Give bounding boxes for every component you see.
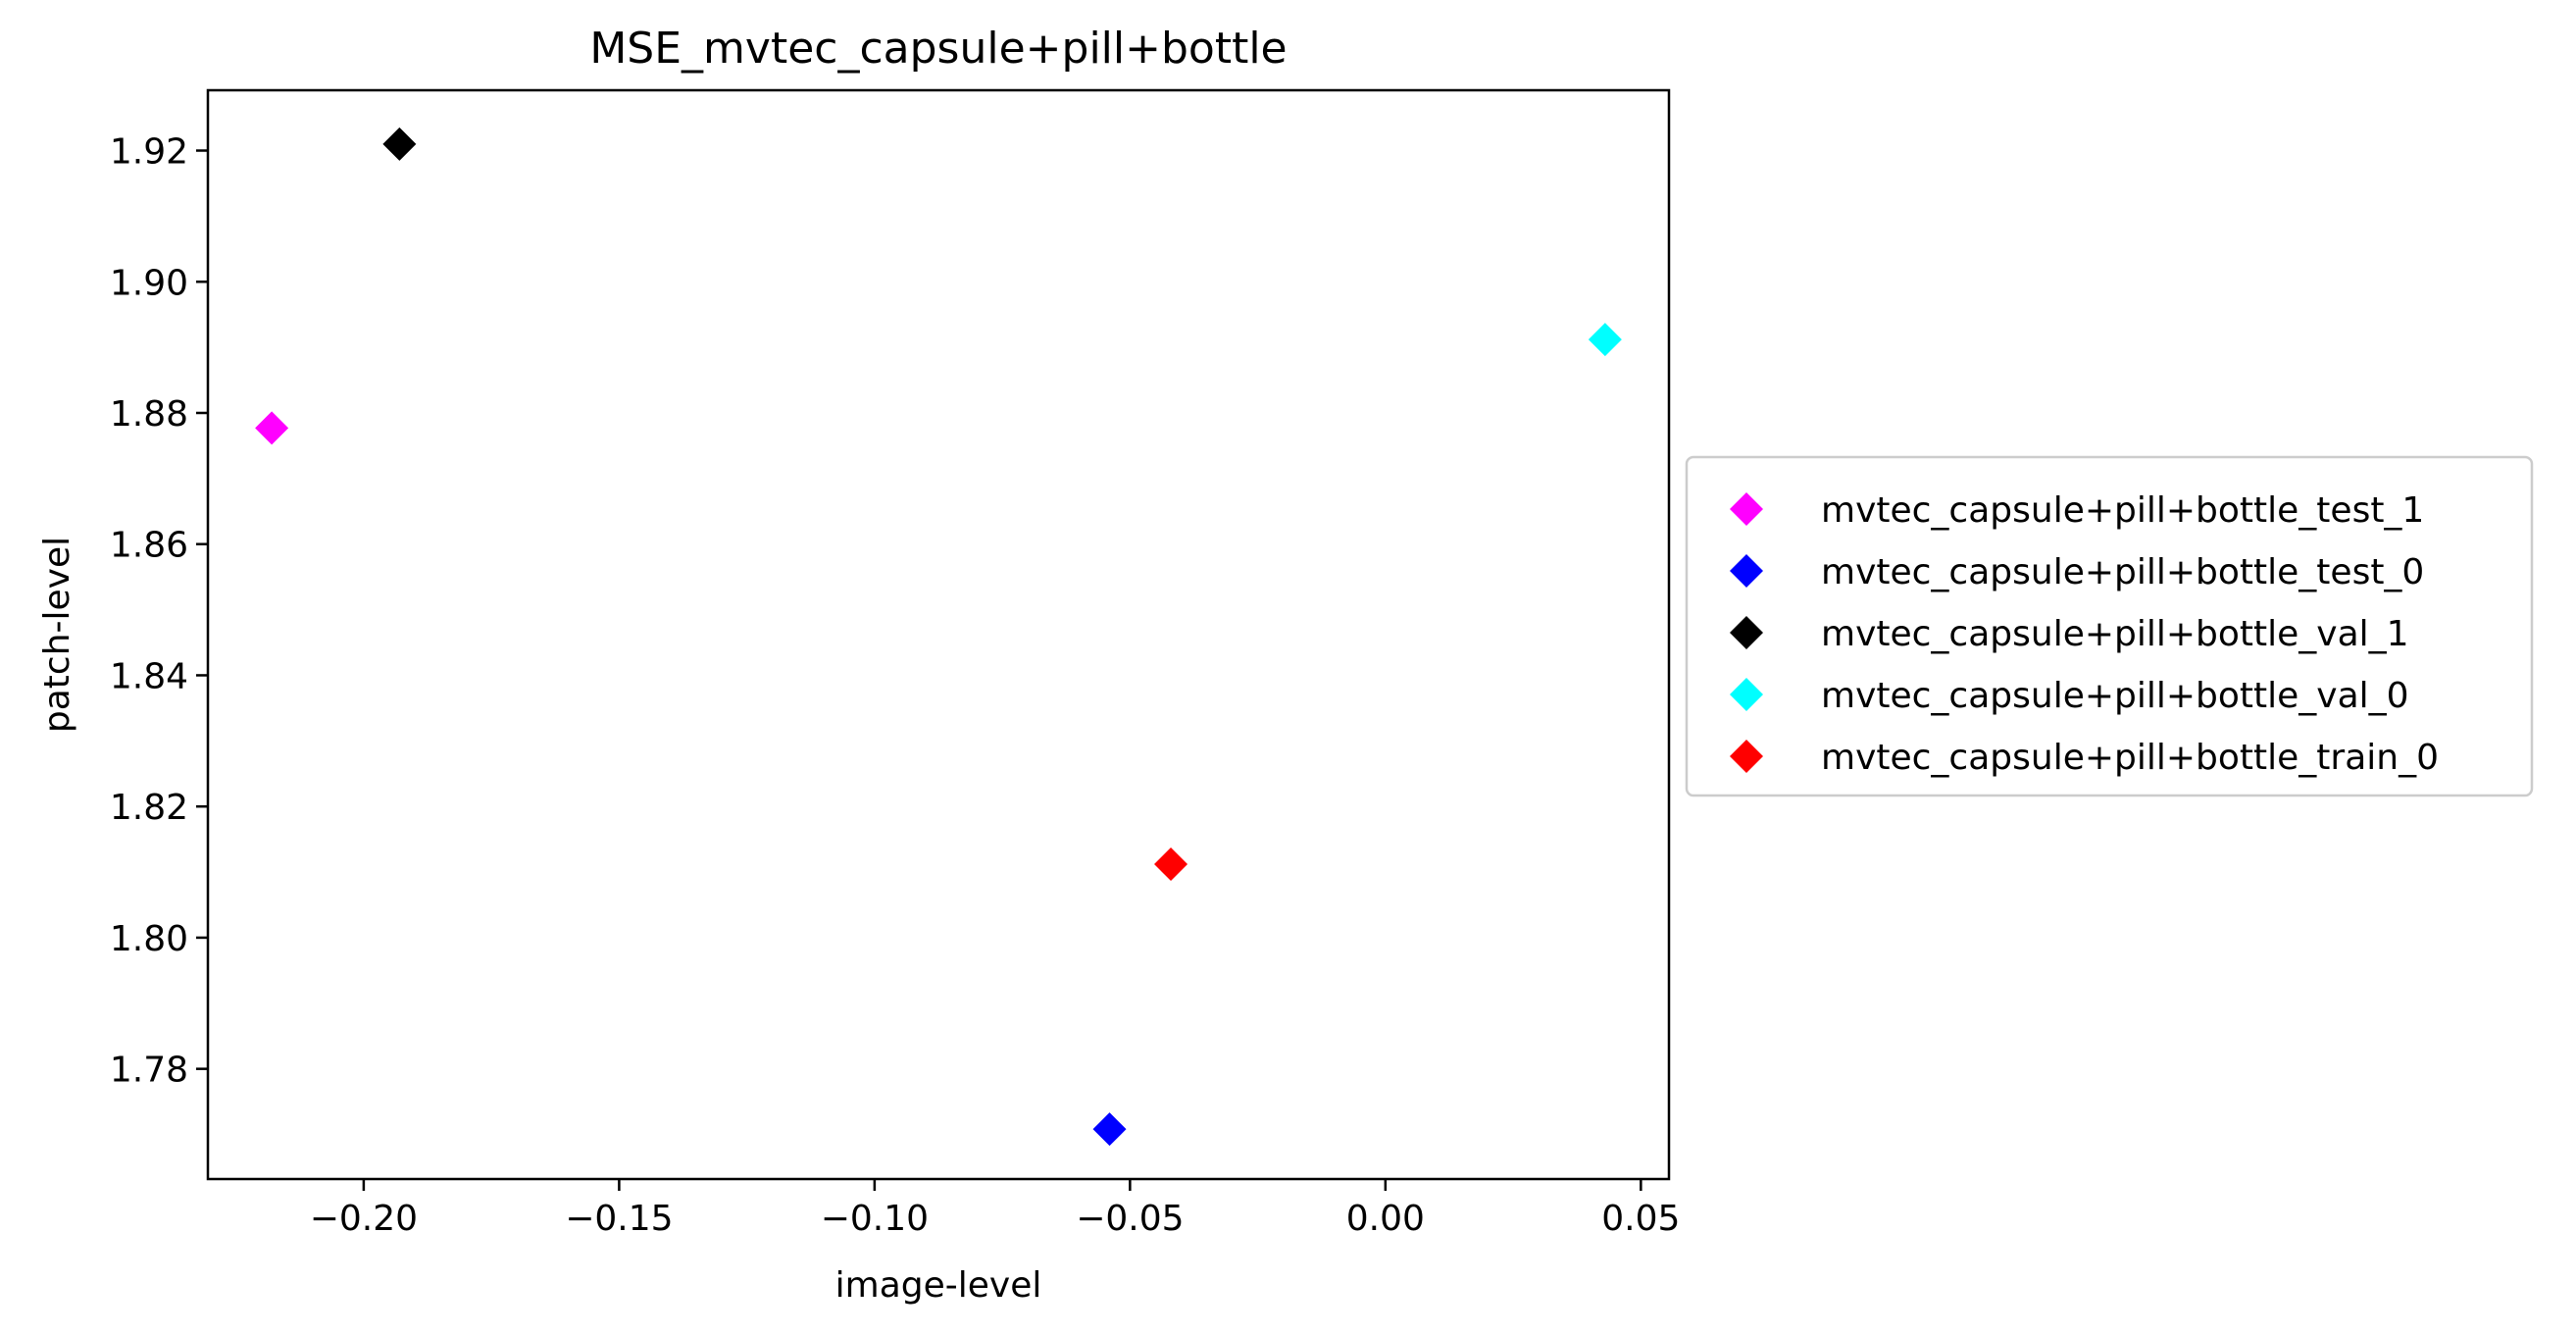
- y-tick-label: 1.82: [110, 788, 188, 828]
- y-tick-label: 1.84: [110, 656, 188, 696]
- legend-label: mvtec_capsule+pill+bottle_val_0: [1821, 676, 2409, 716]
- x-tick-label: −0.20: [310, 1199, 418, 1239]
- chart-title: MSE_mvtec_capsule+pill+bottle: [589, 24, 1287, 74]
- legend-items: mvtec_capsule+pill+bottle_test_1 mvtec_ca…: [1730, 490, 2439, 778]
- plot-area: −0.20 −0.15 −0.10 −0.05 0.00 0.05 1.78 1.80 1.8…: [110, 88, 1680, 1239]
- legend-label: mvtec_capsule+pill+bottle_val_1: [1821, 614, 2409, 654]
- legend: mvtec_capsule+pill+bottle_test_1 mvtec_ca…: [1685, 455, 2534, 797]
- x-tick-label: −0.15: [565, 1199, 673, 1239]
- data-point-mvtec_capsule+pill+bottle_val_0: [1588, 323, 1622, 357]
- plot-frame: [206, 88, 1671, 1181]
- x-tick-label: −0.10: [821, 1199, 929, 1239]
- legend-marker: [1730, 616, 1763, 649]
- y-tick-label: 1.92: [110, 132, 188, 173]
- x-tick-label: −0.05: [1076, 1199, 1184, 1239]
- x-axis-ticks: −0.20 −0.15 −0.10 −0.05 0.00 0.05: [310, 1179, 1680, 1239]
- data-point-mvtec_capsule+pill+bottle_test_0: [1092, 1112, 1127, 1147]
- y-tick-label: 1.90: [110, 263, 188, 303]
- legend-marker: [1730, 492, 1763, 526]
- legend-marker: [1730, 554, 1763, 588]
- legend-marker: [1730, 740, 1763, 773]
- y-tick-label: 1.86: [110, 526, 188, 566]
- y-tick-label: 1.78: [110, 1051, 188, 1091]
- data-point-mvtec_capsule+pill+bottle_val_1: [382, 127, 417, 161]
- legend-label: mvtec_capsule+pill+bottle_train_0: [1821, 738, 2439, 778]
- legend-label: mvtec_capsule+pill+bottle_test_0: [1821, 552, 2424, 592]
- data-points: [255, 127, 1622, 1147]
- y-tick-label: 1.80: [110, 919, 188, 959]
- y-axis-label: patch-level: [37, 537, 77, 733]
- legend-frame: [1685, 455, 2534, 797]
- data-point-mvtec_capsule+pill+bottle_train_0: [1154, 847, 1188, 882]
- y-tick-label: 1.88: [110, 394, 188, 435]
- data-point-mvtec_capsule+pill+bottle_test_1: [255, 411, 289, 445]
- x-tick-label: 0.05: [1601, 1199, 1680, 1239]
- x-axis-label: image-level: [835, 1265, 1042, 1306]
- y-axis-ticks: 1.78 1.80 1.82 1.84 1.86 1.88 1.90 1.92: [110, 132, 208, 1091]
- x-tick-label: 0.00: [1346, 1199, 1425, 1239]
- legend-label: mvtec_capsule+pill+bottle_test_1: [1821, 490, 2424, 531]
- legend-marker: [1730, 678, 1763, 711]
